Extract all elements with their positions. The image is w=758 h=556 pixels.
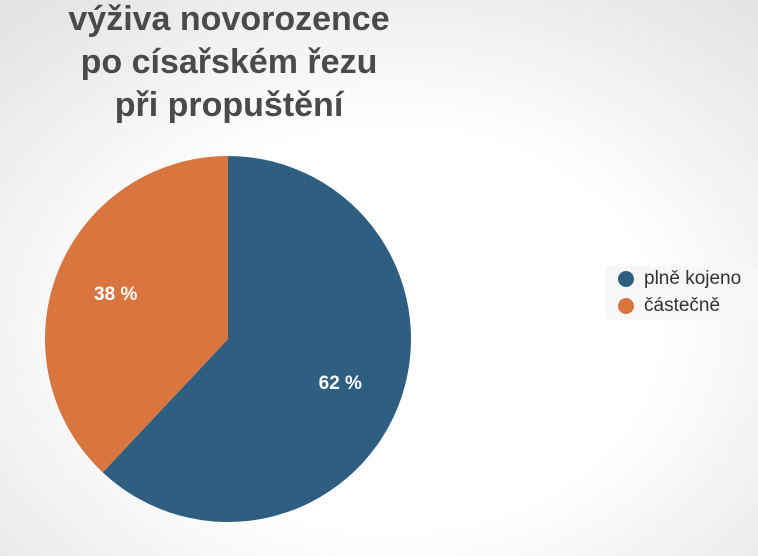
- chart-title: výživa novorozence po císařském řezu při…: [0, 0, 458, 127]
- pie-slice: [45, 156, 228, 473]
- pie-slice: [102, 156, 412, 522]
- legend-item-plne-kojeno: plně kojeno: [618, 268, 741, 290]
- chart-legend: plně kojeno částečně: [606, 266, 758, 320]
- legend-label: částečně: [644, 295, 721, 316]
- legend-swatch: [618, 298, 634, 314]
- pie-data-label: 62 %: [319, 373, 362, 394]
- pie-data-label: 38 %: [94, 284, 137, 305]
- chart-title-line: při propuštění: [114, 86, 344, 124]
- legend-item-castecne: částečně: [618, 295, 720, 317]
- legend-label: plně kojeno: [644, 268, 742, 289]
- chart-title-line: výživa novorozence: [68, 0, 390, 38]
- legend-swatch: [618, 271, 634, 287]
- chart-title-line: po císařském řezu: [80, 43, 378, 81]
